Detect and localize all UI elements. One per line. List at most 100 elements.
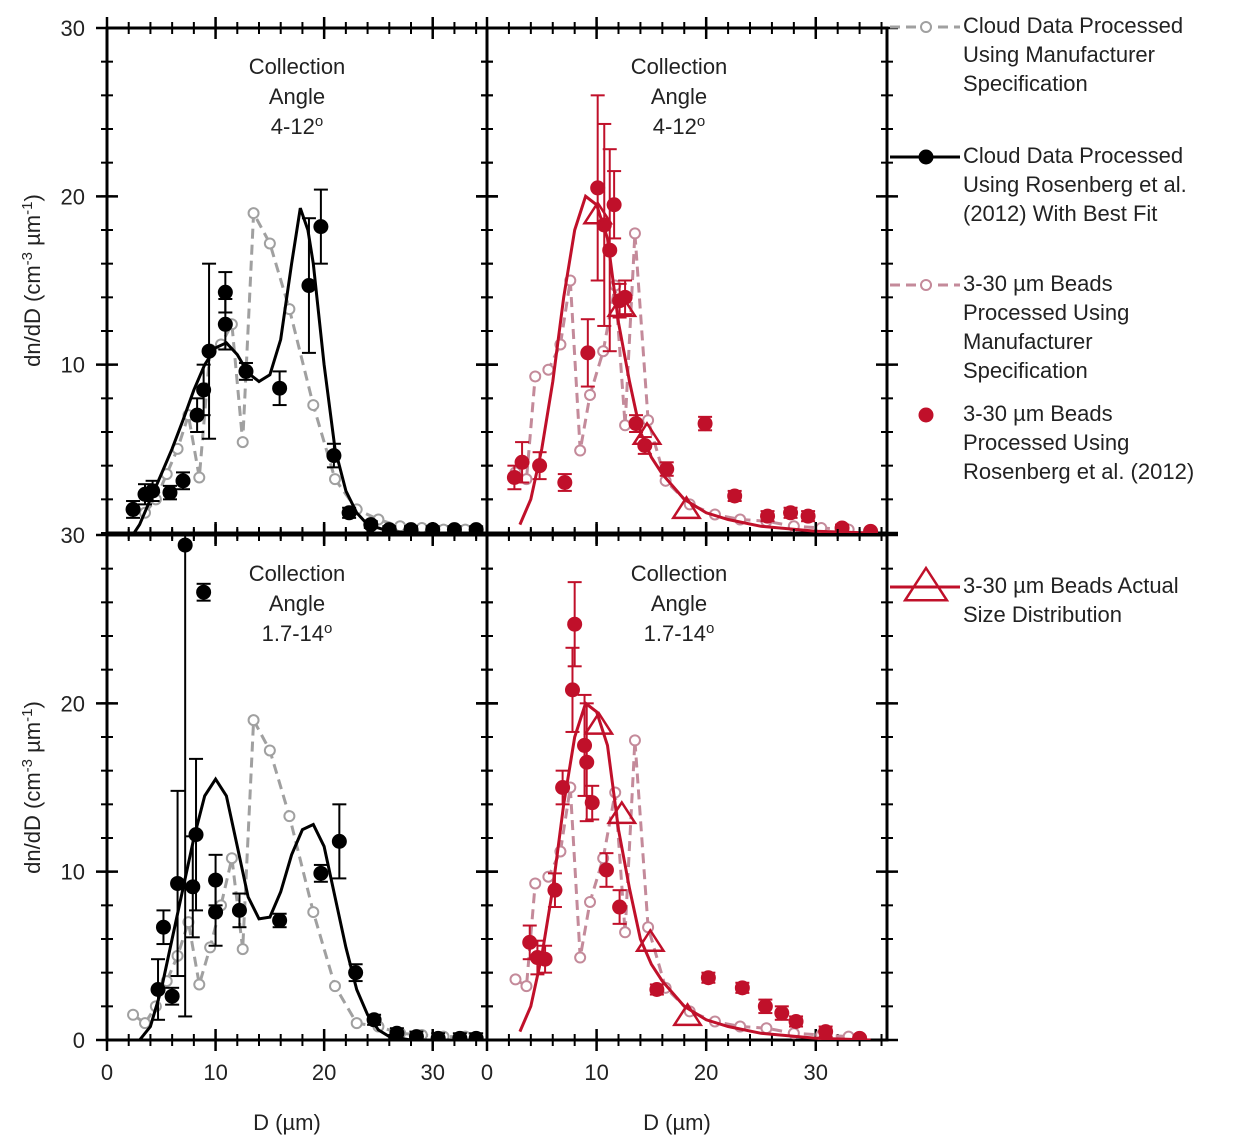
x-axis-label: D (µm) <box>643 1110 711 1135</box>
y-tick-label: 0 <box>73 1028 85 1053</box>
point <box>193 978 206 991</box>
point <box>446 522 462 533</box>
point <box>127 1008 140 1021</box>
plot-frame <box>485 26 889 535</box>
point <box>918 407 934 423</box>
y-axis-label-part: dn/dD (cm <box>20 265 45 366</box>
point <box>697 416 713 432</box>
point <box>193 471 206 484</box>
plot-frame <box>485 533 889 1042</box>
point <box>307 399 320 412</box>
series-line <box>518 193 871 533</box>
x-axis-label: D (µm) <box>253 1110 321 1135</box>
point <box>584 388 597 401</box>
plot-area <box>509 581 871 1040</box>
point <box>217 284 233 300</box>
triangle-marker <box>606 293 638 318</box>
x-tick-label: 10 <box>203 1060 227 1085</box>
point <box>628 227 641 240</box>
point <box>628 734 641 747</box>
point <box>247 714 260 727</box>
point <box>263 744 276 757</box>
point <box>301 278 317 294</box>
point <box>452 1030 468 1040</box>
point <box>145 483 161 499</box>
point <box>567 616 583 632</box>
annotation-superscript: o <box>706 620 715 637</box>
triangle-marker <box>631 421 663 446</box>
point <box>920 21 932 33</box>
point <box>201 343 217 359</box>
x-tick-label: 0 <box>101 1060 113 1085</box>
point <box>162 485 178 501</box>
point <box>208 904 224 920</box>
annotation-text: Collection Angle 1.7-14 <box>248 561 346 646</box>
point <box>196 382 212 398</box>
y-axis-label-part: -1 <box>19 202 36 215</box>
point <box>313 219 329 235</box>
point <box>272 912 288 928</box>
annotation-text: Collection Angle 4-12 <box>630 54 728 139</box>
triangle-marker <box>634 928 666 953</box>
point <box>574 951 587 964</box>
point <box>800 508 816 524</box>
point <box>529 370 542 383</box>
panel-annotation: Collection Angle 1.7-14o <box>579 559 779 649</box>
point <box>760 1022 773 1035</box>
point <box>580 345 596 361</box>
point <box>329 980 341 993</box>
point <box>734 980 750 996</box>
point <box>348 965 364 981</box>
point <box>366 1012 382 1028</box>
point <box>506 469 522 485</box>
point <box>415 521 428 533</box>
point <box>164 988 180 1004</box>
point <box>522 934 538 950</box>
legend-entry: 3-30 µm Beads Processed Using Manufactur… <box>963 271 1130 383</box>
y-axis-label-part: -1 <box>19 709 36 722</box>
y-axis-label: dn/dD (cm-3 µm-1) <box>19 701 46 874</box>
point <box>170 875 186 891</box>
point <box>236 436 249 449</box>
y-axis-label-part: -3 <box>19 759 36 772</box>
x-tick-label: 20 <box>312 1060 336 1085</box>
point <box>125 501 141 517</box>
y-tick-label: 30 <box>61 523 85 548</box>
y-axis-label-part: ) <box>20 194 45 201</box>
fit-line <box>132 207 477 533</box>
point <box>430 1030 446 1040</box>
series-line <box>518 700 871 1040</box>
point <box>381 522 397 533</box>
annotation-text: Collection Angle 1.7-14 <box>630 561 728 646</box>
point <box>757 998 773 1014</box>
point <box>520 980 533 993</box>
point <box>403 522 419 533</box>
point <box>509 973 522 986</box>
y-tick-label: 10 <box>61 860 85 885</box>
series-line <box>514 740 849 1039</box>
point <box>408 1029 424 1040</box>
point <box>217 316 233 332</box>
panel-annotation: Collection Angle 1.7-14o <box>197 559 397 649</box>
point <box>852 1030 868 1040</box>
point <box>331 833 347 849</box>
plot-area <box>125 188 484 533</box>
point <box>788 1013 804 1029</box>
y-axis-label-part: -3 <box>19 252 36 265</box>
point <box>727 488 743 504</box>
series-line <box>514 233 849 532</box>
point <box>617 289 633 305</box>
point <box>579 754 595 770</box>
point <box>547 882 563 898</box>
point <box>238 363 254 379</box>
triangle-marker <box>606 800 638 825</box>
y-axis-label-part: ) <box>20 701 45 708</box>
point <box>155 919 171 935</box>
point <box>818 1024 834 1040</box>
point <box>326 448 342 464</box>
point <box>231 902 247 918</box>
point <box>247 207 260 220</box>
point <box>529 877 542 890</box>
point <box>363 517 379 533</box>
